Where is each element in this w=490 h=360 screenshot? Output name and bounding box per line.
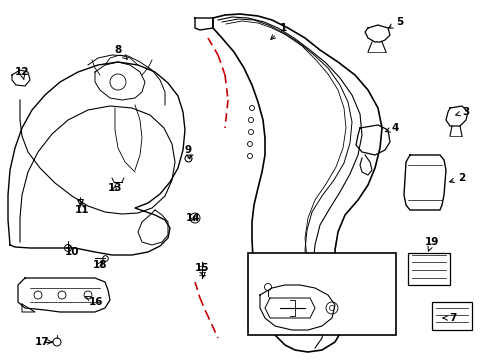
- Text: 4: 4: [386, 123, 399, 133]
- Bar: [408, 253, 450, 285]
- Bar: [248, 253, 396, 335]
- Text: 14: 14: [186, 213, 200, 223]
- Text: 15: 15: [195, 263, 209, 277]
- Text: 6: 6: [311, 315, 321, 331]
- Text: 13: 13: [108, 183, 122, 193]
- Text: 12: 12: [15, 67, 29, 80]
- Text: 17: 17: [35, 337, 52, 347]
- Text: 18: 18: [93, 260, 107, 270]
- Text: 16: 16: [86, 296, 103, 307]
- Text: 19: 19: [425, 237, 439, 251]
- Text: 11: 11: [75, 202, 89, 215]
- Text: 3: 3: [456, 107, 469, 117]
- Text: 5: 5: [389, 17, 404, 28]
- Text: 2: 2: [450, 173, 465, 183]
- Text: 10: 10: [65, 244, 79, 257]
- Text: 1: 1: [271, 23, 287, 39]
- Text: 9: 9: [184, 145, 192, 159]
- Bar: [432, 302, 472, 330]
- Text: 8: 8: [114, 45, 127, 59]
- Text: 7: 7: [443, 313, 457, 323]
